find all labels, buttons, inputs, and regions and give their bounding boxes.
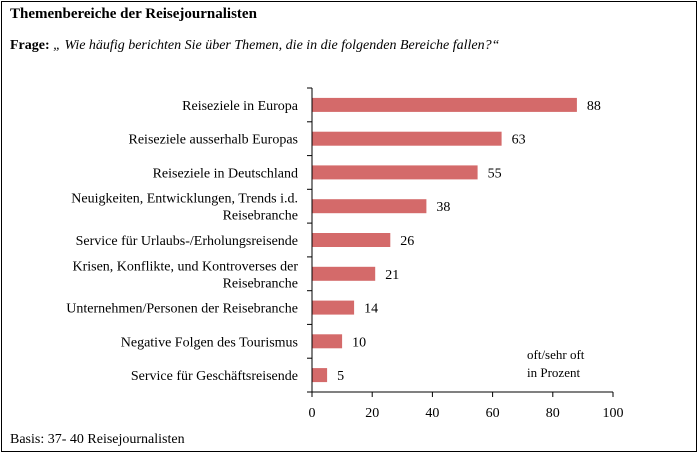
bar bbox=[312, 368, 328, 383]
category-label: Neuigkeiten, Entwicklungen, Trends i.d. bbox=[71, 192, 298, 207]
value-label: 26 bbox=[400, 234, 414, 249]
x-tick-label: 80 bbox=[546, 406, 560, 421]
value-label: 10 bbox=[352, 335, 366, 350]
category-label: Reiseziele ausserhalb Europas bbox=[129, 133, 299, 148]
bar bbox=[312, 97, 577, 112]
x-tick-label: 60 bbox=[486, 406, 500, 421]
category-label: Reiseziele in Deutschland bbox=[153, 166, 298, 181]
bar bbox=[312, 131, 502, 146]
unit-note-line1: oft/sehr oft bbox=[527, 347, 585, 362]
category-label: Reisebranche bbox=[223, 209, 298, 224]
value-label: 14 bbox=[364, 302, 378, 317]
bar bbox=[312, 165, 478, 180]
question-text: „ Wie häufig berichten Sie über Themen, … bbox=[53, 38, 500, 53]
bar bbox=[312, 266, 376, 281]
bar bbox=[312, 199, 427, 214]
category-label: Unternehmen/Personen der Reisebranche bbox=[66, 302, 298, 317]
unit-note-line2: in Prozent bbox=[527, 365, 581, 380]
value-label: 5 bbox=[337, 369, 344, 384]
category-label: Krisen, Konflikte, und Kontroverses der bbox=[72, 259, 298, 274]
value-label: 55 bbox=[488, 166, 502, 181]
category-label: Negative Folgen des Tourismus bbox=[121, 335, 298, 350]
category-label: Service für Geschäftsreisende bbox=[131, 369, 298, 384]
value-label: 38 bbox=[436, 200, 450, 215]
basis-footnote: Basis: 37- 40 Reisejournalisten bbox=[10, 432, 185, 447]
value-label: 88 bbox=[587, 99, 601, 114]
x-tick-label: 40 bbox=[425, 406, 439, 421]
unit-note: oft/sehr oft in Prozent bbox=[527, 346, 584, 382]
category-label: Reiseziele in Europa bbox=[182, 99, 299, 114]
category-label: Reisebranche bbox=[223, 276, 298, 291]
bar bbox=[312, 300, 355, 315]
bar bbox=[312, 334, 343, 349]
question-label: Frage: bbox=[10, 38, 50, 53]
chart-title: Themenbereiche der Reisejournalisten bbox=[10, 6, 257, 22]
bar bbox=[312, 233, 391, 247]
category-label: Service für Urlaubs-/Erholungsreisende bbox=[76, 234, 298, 249]
x-tick-label: 100 bbox=[603, 406, 624, 421]
value-label: 63 bbox=[512, 133, 526, 148]
value-label: 21 bbox=[385, 268, 399, 283]
question-line: Frage: „ Wie häufig berichten Sie über T… bbox=[10, 38, 499, 54]
x-tick-label: 20 bbox=[365, 406, 379, 421]
x-tick-label: 0 bbox=[309, 406, 316, 421]
